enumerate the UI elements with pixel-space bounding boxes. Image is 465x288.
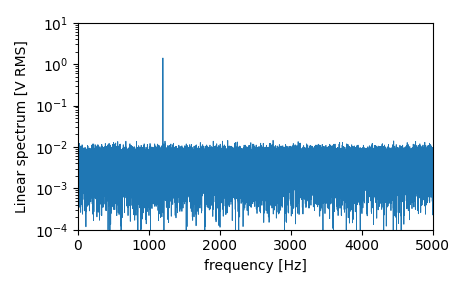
X-axis label: frequency [Hz]: frequency [Hz]: [204, 259, 306, 273]
Y-axis label: Linear spectrum [V RMS]: Linear spectrum [V RMS]: [15, 40, 29, 213]
